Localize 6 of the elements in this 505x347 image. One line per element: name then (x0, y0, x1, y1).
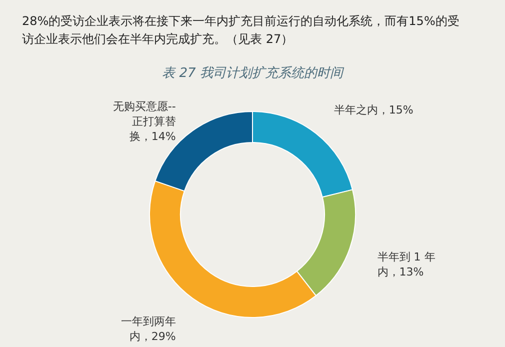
slice-label: 无购买意愿--正打算替换，14% (112, 100, 176, 144)
slice-label: 半年到 1 年内，13% (377, 250, 436, 279)
text: 28%的受访企业表示将在接下来一年内扩充目前运行的自动化系统，而有15%的受访企业表示他们会在半年内完成扩充。（见表 27） (22, 13, 460, 48)
slice-label: 半年之内，15% (334, 104, 414, 117)
chart-title: 表 27 我司计划扩充系统的时间 (161, 65, 345, 82)
slice-label: 一年到两年内，29% (120, 314, 176, 343)
